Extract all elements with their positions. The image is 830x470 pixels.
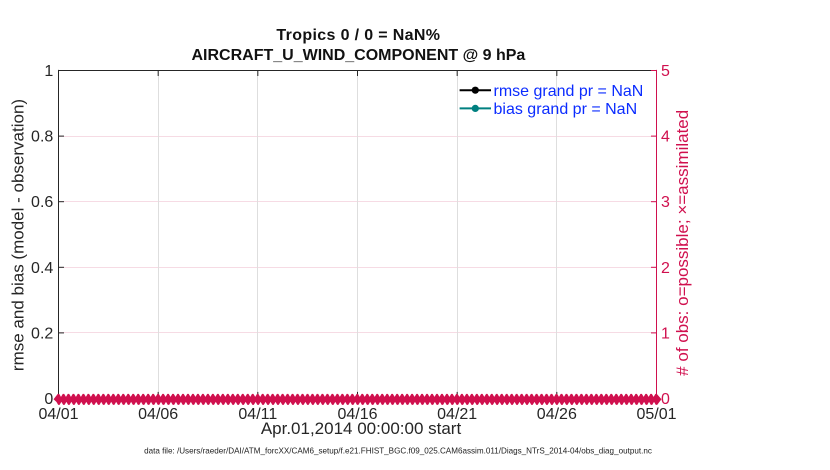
svg-text:Apr.01,2014 00:00:00 start: Apr.01,2014 00:00:00 start xyxy=(261,419,462,438)
svg-text:rmse grand pr = NaN: rmse grand pr = NaN xyxy=(494,83,644,100)
svg-text:0: 0 xyxy=(44,391,53,408)
svg-text:0.8: 0.8 xyxy=(31,129,53,146)
svg-text:rmse and bias (model - observa: rmse and bias (model - observation) xyxy=(9,99,28,371)
svg-text:1: 1 xyxy=(661,325,670,342)
svg-text:2: 2 xyxy=(661,260,670,277)
svg-text:04/21: 04/21 xyxy=(437,406,477,423)
svg-text:04/06: 04/06 xyxy=(138,406,178,423)
svg-text:3: 3 xyxy=(661,194,670,211)
svg-text:04/26: 04/26 xyxy=(537,406,577,423)
svg-text:1: 1 xyxy=(44,63,53,80)
svg-text:04/16: 04/16 xyxy=(337,406,377,423)
svg-text:04/01: 04/01 xyxy=(38,406,78,423)
svg-text:0: 0 xyxy=(661,391,670,408)
svg-text:0.2: 0.2 xyxy=(31,325,53,342)
svg-text:bias grand pr = NaN: bias grand pr = NaN xyxy=(494,101,638,118)
svg-text:4: 4 xyxy=(661,129,670,146)
svg-text:data file: /Users/raeder/DAI/A: data file: /Users/raeder/DAI/ATM_forcXX/… xyxy=(144,447,652,456)
svg-text:# of obs: o=possible; ×=assimi: # of obs: o=possible; ×=assimilated xyxy=(673,110,692,376)
svg-text:0.6: 0.6 xyxy=(31,194,53,211)
svg-text:5: 5 xyxy=(661,63,670,80)
svg-text:Tropics 0 / 0 = NaN%: Tropics 0 / 0 = NaN% xyxy=(276,27,440,44)
svg-text:05/01: 05/01 xyxy=(636,406,676,423)
svg-text:0.4: 0.4 xyxy=(31,260,53,277)
svg-text:AIRCRAFT_U_WIND_COMPONENT @ 9: AIRCRAFT_U_WIND_COMPONENT @ 9 hPa xyxy=(191,47,525,64)
svg-text:04/11: 04/11 xyxy=(238,406,277,423)
